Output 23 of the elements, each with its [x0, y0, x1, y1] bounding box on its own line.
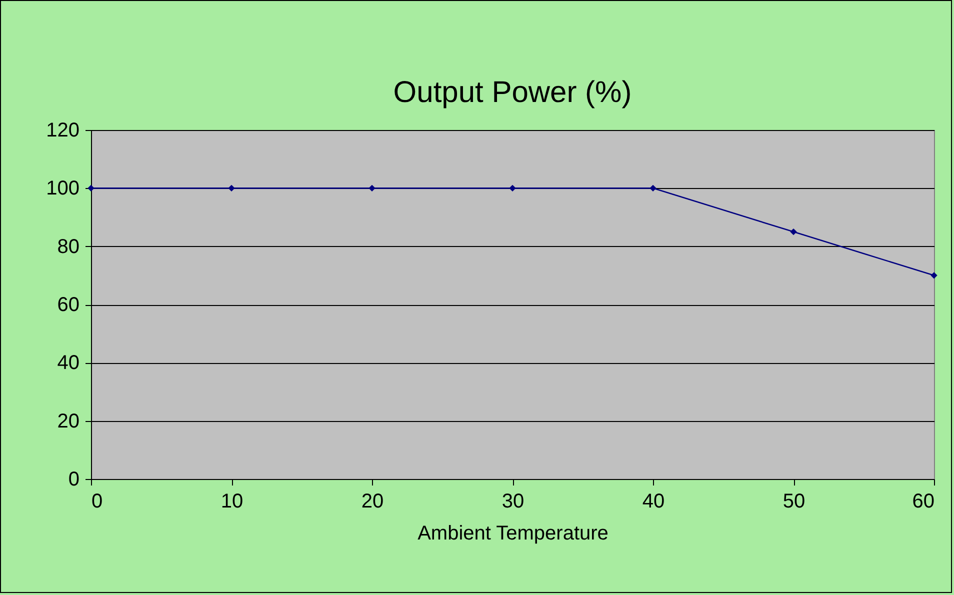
x-tick-label: 50	[782, 490, 806, 512]
point	[650, 184, 656, 192]
point	[509, 184, 516, 192]
point	[228, 184, 235, 192]
point	[790, 228, 797, 236]
point	[88, 184, 94, 192]
y-tick-label: 0	[68, 468, 80, 490]
x-tick-label: 20	[361, 490, 384, 512]
y-tick-label: 60	[57, 294, 80, 316]
x-tick-label: 60	[912, 490, 934, 512]
x-tick-label: 40	[642, 490, 665, 512]
point	[368, 184, 376, 192]
x-tick-label: 0	[92, 490, 103, 512]
y-tick-label: 40	[57, 352, 80, 374]
point	[930, 272, 938, 279]
y-tick-label: 120	[46, 120, 80, 142]
y-tick-label: 20	[57, 410, 80, 432]
x-tick-label: 30	[502, 490, 524, 512]
x-tick-label: 10	[220, 490, 244, 512]
chart-title: Output Power (%)	[393, 76, 632, 109]
y-tick-label: 80	[57, 236, 80, 258]
y-tick-label: 100	[46, 178, 80, 200]
x-axis-title: Ambient Temperature	[418, 522, 608, 544]
